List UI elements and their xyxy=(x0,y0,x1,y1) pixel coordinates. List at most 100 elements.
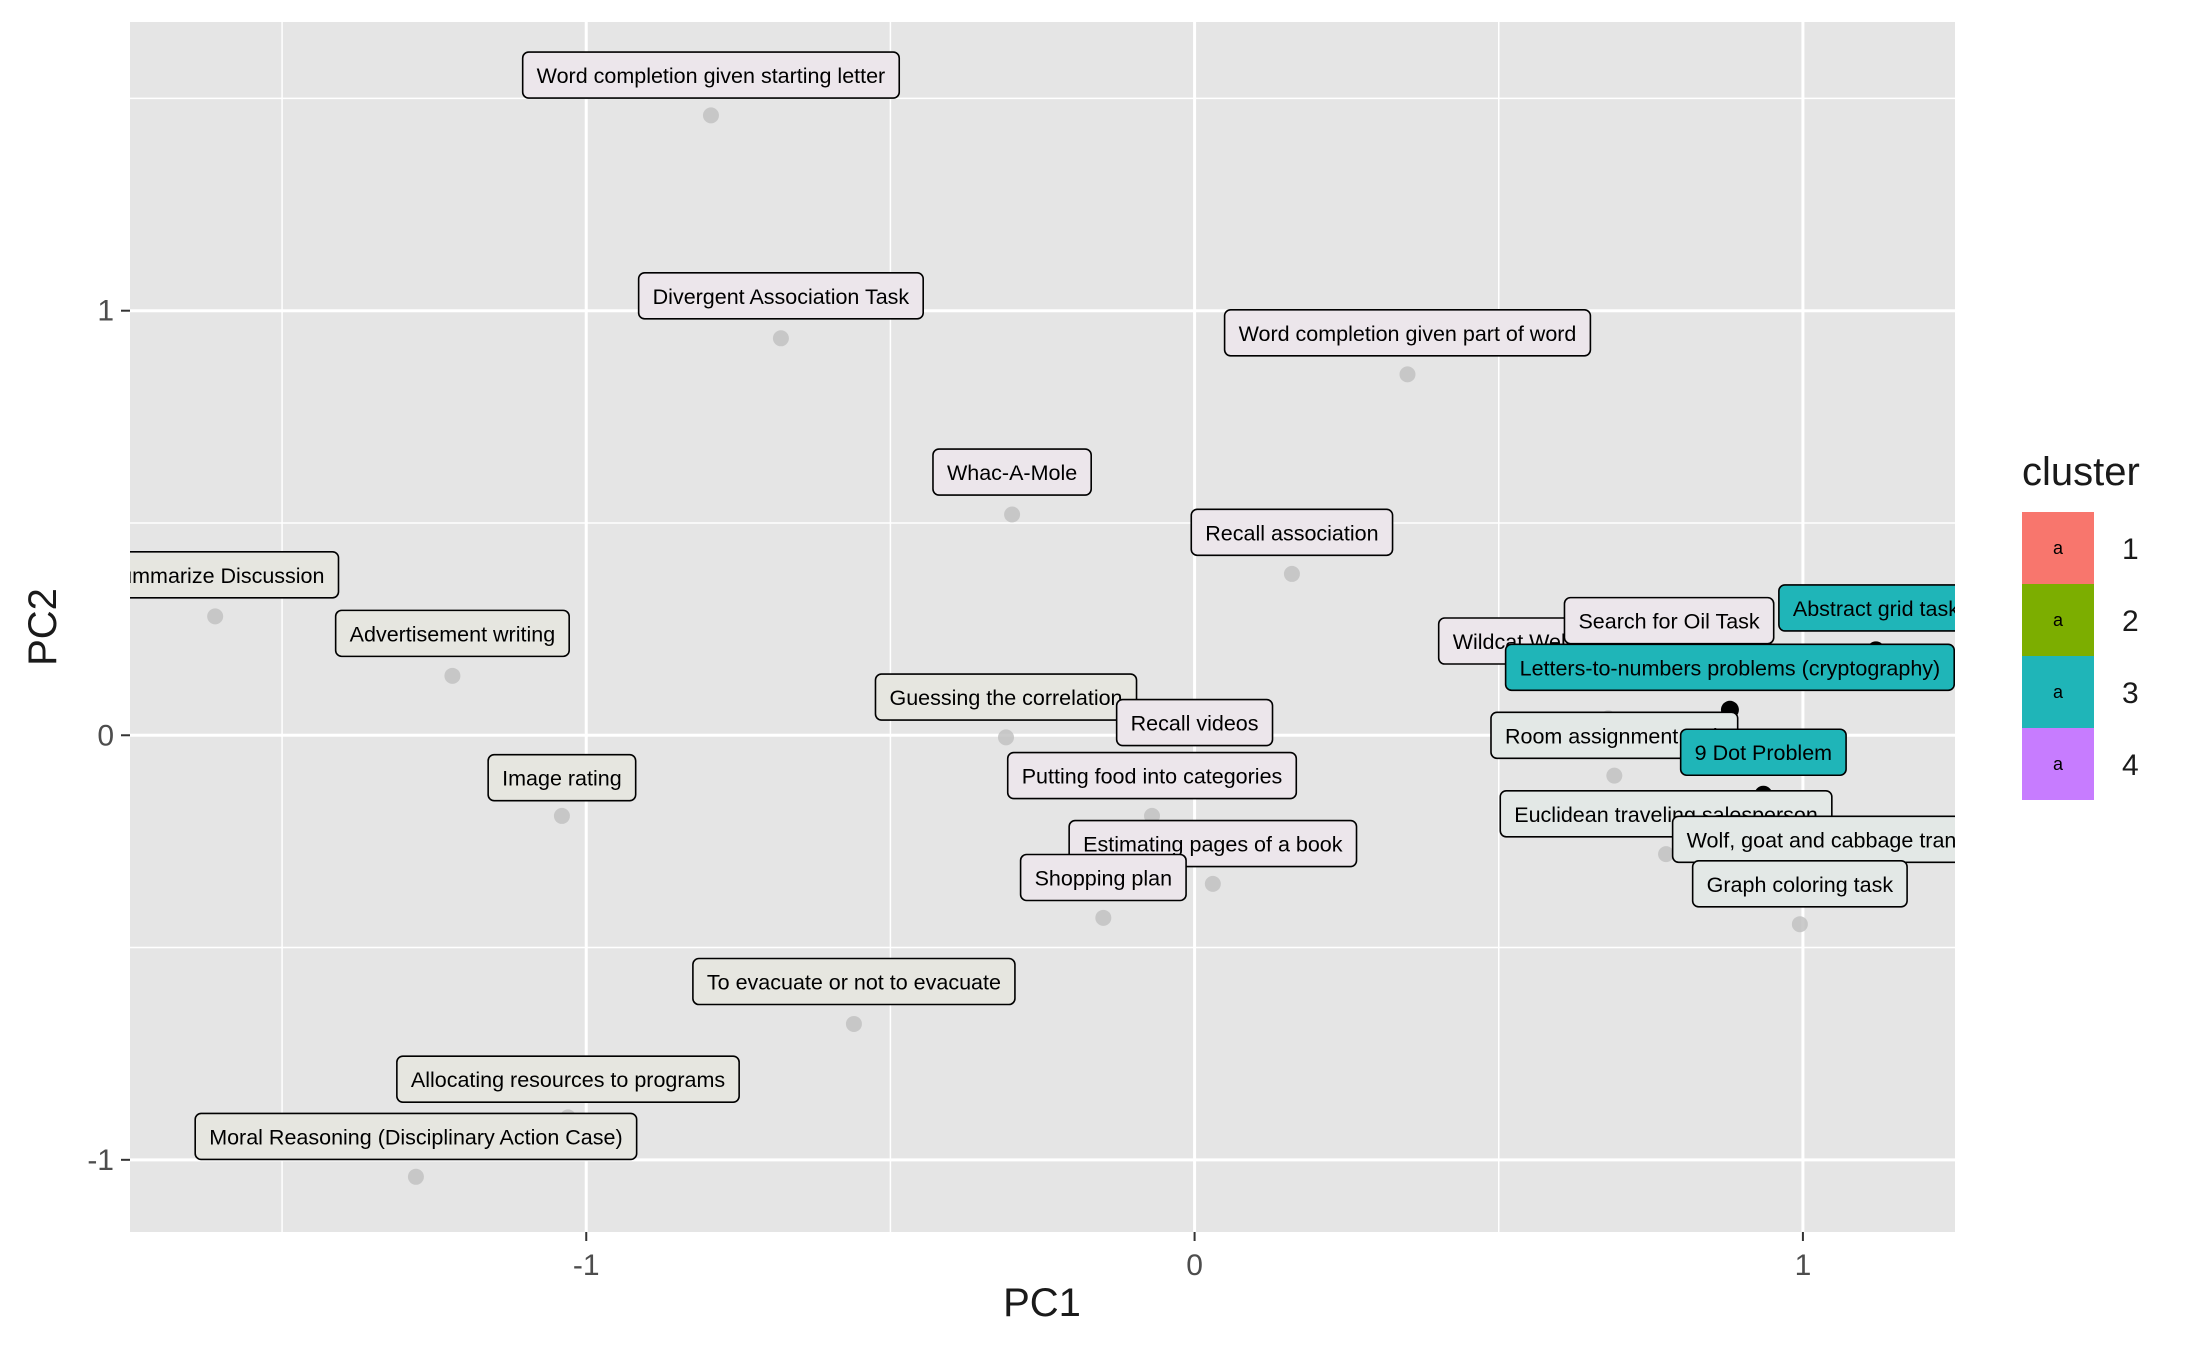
data-point xyxy=(1095,909,1112,926)
legend-label: 4 xyxy=(2122,749,2139,782)
point-label-box xyxy=(1691,860,1908,908)
data-point xyxy=(1791,916,1808,933)
legend-key xyxy=(2022,512,2094,584)
point-label: Shopping plan xyxy=(1019,853,1187,902)
data-point xyxy=(772,330,789,347)
data-point xyxy=(1658,846,1675,863)
x-tick-label: 1 xyxy=(1795,1249,1812,1282)
point-label-text: 9 Dot Problem xyxy=(1695,741,1832,765)
point-label: Allocating resources to programs xyxy=(396,1055,740,1103)
point-label: Guessing the correlation xyxy=(874,673,1138,721)
point-label: To evacuate or not to evacuate xyxy=(692,957,1016,1006)
data-point xyxy=(1004,506,1021,523)
data-point xyxy=(407,1168,424,1185)
legend-key-glyph: a xyxy=(2053,682,2064,702)
point-label-text: Search for Oil Task xyxy=(1578,610,1759,634)
data-point xyxy=(998,729,1014,746)
point-label-text: To evacuate or not to evacuate xyxy=(707,971,1001,995)
point-label-text: Abstract grid task xyxy=(1793,597,1959,621)
data-point xyxy=(702,107,719,124)
point-label-text: Allocating resources to programs xyxy=(411,1068,725,1092)
legend-label: 2 xyxy=(2122,605,2139,638)
point-label-box xyxy=(396,1055,740,1103)
point-label: Word completion given starting letter xyxy=(521,51,901,99)
y-tick-label: -1 xyxy=(87,1144,114,1177)
data-point xyxy=(444,667,461,684)
point-label-box xyxy=(1679,728,1847,777)
axes: -1 0 1 -1 0 1 xyxy=(87,295,1811,1282)
data-point xyxy=(1204,875,1221,892)
point-label-box xyxy=(334,609,570,658)
point-label: Graph coloring task xyxy=(1691,860,1908,908)
point-label-text: Word completion given part of word xyxy=(1239,322,1577,346)
point-label: Search for Oil Task xyxy=(1563,596,1775,645)
point-label-box xyxy=(130,550,340,599)
legend-key-glyph: a xyxy=(2053,754,2064,774)
y-tick-label: 0 xyxy=(97,719,114,752)
point-label: Whac-A-Mole xyxy=(932,448,1092,496)
point-label-text: Shopping plan xyxy=(1035,866,1172,890)
point-label-box xyxy=(1190,508,1394,557)
point-label-text: Advertisement writing xyxy=(350,622,556,646)
point-label-text: Word completion given starting letter xyxy=(537,64,886,88)
point-label: Word completion given part of word xyxy=(1223,308,1592,357)
point-label: Wolf, goat and cabbage transfer xyxy=(1671,815,1993,864)
legend-key xyxy=(2022,656,2094,728)
point-label: Image rating xyxy=(487,753,637,802)
point-label: Advertisement writing xyxy=(334,609,570,658)
point-label-box xyxy=(692,957,1016,1006)
legend-label: 1 xyxy=(2122,533,2139,566)
data-point xyxy=(553,807,570,824)
legend-key-glyph: a xyxy=(2053,610,2064,630)
point-label-text: Wolf, goat and cabbage transfer xyxy=(1687,828,1993,852)
point-label-text: Recall association xyxy=(1205,521,1378,545)
point-label-text: Estimating pages of a book xyxy=(1083,833,1343,857)
legend-key xyxy=(2022,728,2094,800)
point-label-text: Image rating xyxy=(502,767,622,791)
point-label-text: Whac-A-Mole xyxy=(947,461,1077,485)
point-label-text: Guessing the correlation xyxy=(889,686,1122,710)
y-axis-title: PC2 xyxy=(21,588,65,666)
point-label-box xyxy=(1115,698,1274,747)
point-label-box xyxy=(487,753,637,802)
point-label: Abstract grid task xyxy=(1778,584,1959,632)
point-label-box xyxy=(637,272,924,320)
data-point xyxy=(845,1015,862,1032)
point-label-text: Divergent Association Task xyxy=(653,285,910,309)
point-label-text: Letters-to-numbers problems (cryptograph… xyxy=(1520,656,1941,680)
point-label-box xyxy=(521,51,901,99)
y-tick-label: 1 xyxy=(97,295,114,328)
point-label-text: Graph coloring task xyxy=(1707,873,1894,897)
point-label-text: Moral Reasoning (Disciplinary Action Cas… xyxy=(209,1125,622,1149)
point-label-box xyxy=(1223,308,1592,357)
point-label: Recall videos xyxy=(1115,698,1274,747)
data-point xyxy=(1283,565,1300,582)
point-label-box xyxy=(932,448,1092,496)
point-label: Divergent Association Task xyxy=(637,272,924,320)
point-label: Summarize Discussion xyxy=(106,550,340,599)
point-label-text: Recall videos xyxy=(1131,712,1259,736)
point-label-text: Summarize Discussion xyxy=(106,564,325,588)
point-label: Putting food into categories xyxy=(1006,751,1298,800)
point-label: Moral Reasoning (Disciplinary Action Cas… xyxy=(194,1112,638,1161)
data-point xyxy=(1606,767,1623,784)
data-point xyxy=(1399,366,1416,383)
point-label-box xyxy=(874,673,1138,721)
x-tick-label: -1 xyxy=(573,1249,600,1282)
legend-key xyxy=(2022,584,2094,656)
point-label-box xyxy=(1006,751,1298,800)
point-label-box xyxy=(1504,643,1955,692)
legend: cluster a 1a 2a 3a 4 xyxy=(2022,450,2140,800)
legend-key-glyph: a xyxy=(2053,538,2064,558)
point-label-box xyxy=(194,1112,638,1161)
point-label: Letters-to-numbers problems (cryptograph… xyxy=(1504,643,1955,692)
point-label-text: Putting food into categories xyxy=(1022,765,1283,789)
point-label: Recall association xyxy=(1190,508,1394,557)
point-label-box xyxy=(1019,853,1187,902)
legend-title: cluster xyxy=(2022,450,2140,494)
